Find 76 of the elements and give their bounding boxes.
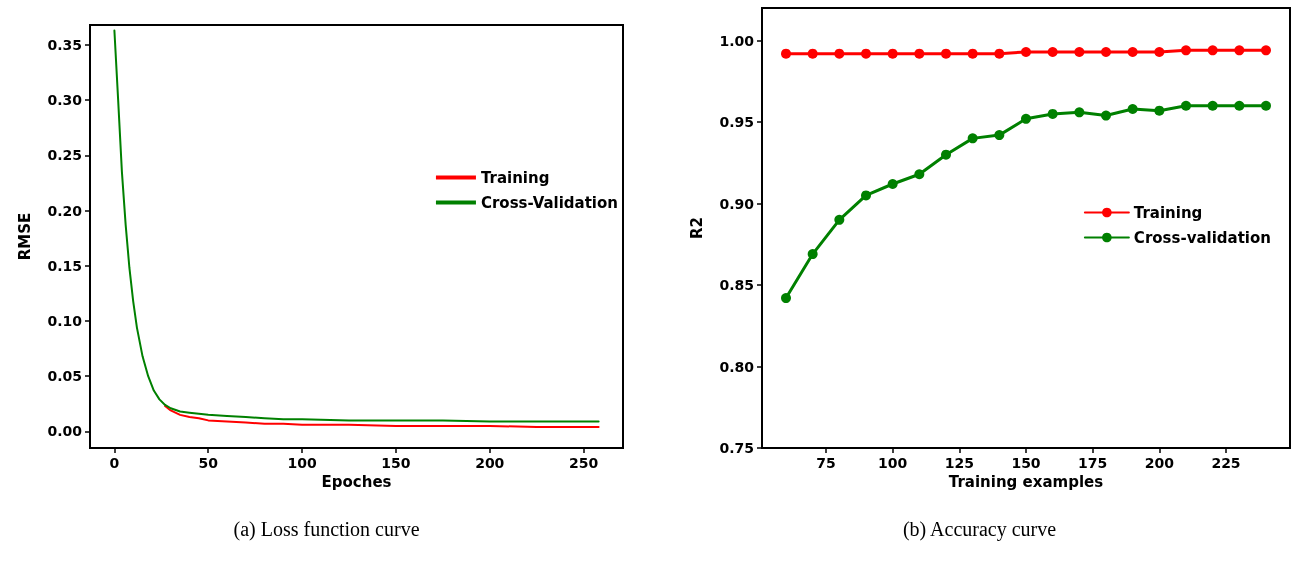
point <box>1101 110 1111 121</box>
x-axis-title: Epoches <box>321 473 392 492</box>
point <box>887 179 898 189</box>
line-series <box>164 405 600 429</box>
x-tick-label: 75 <box>816 455 836 471</box>
point <box>941 48 951 59</box>
y-tick-label: 0.95 <box>719 114 754 131</box>
point <box>967 48 978 59</box>
point <box>1181 100 1191 111</box>
point <box>1101 47 1111 57</box>
y-tick-label: 0.05 <box>47 368 82 385</box>
y-tick-label: 1.00 <box>719 32 755 49</box>
y-tick-label: 0.15 <box>47 257 82 274</box>
y-tick-label: 0.30 <box>47 92 83 109</box>
point <box>1074 47 1085 57</box>
point <box>807 48 818 59</box>
x-tick-label: 200 <box>475 455 505 471</box>
x-tick-label: 200 <box>1144 455 1175 471</box>
x-tick-label: 150 <box>381 455 411 471</box>
point <box>807 249 818 260</box>
text: (b) Accuracy curve <box>902 518 1057 541</box>
point <box>1154 105 1165 116</box>
point <box>967 133 978 144</box>
y-tick-label: 0.10 <box>47 312 83 329</box>
point <box>834 214 845 225</box>
point <box>861 48 871 59</box>
x-axis-title: Training examples <box>948 473 1104 492</box>
y-tick-label: 0.75 <box>719 440 754 456</box>
x-tick-label: 0 <box>109 455 120 471</box>
point <box>887 48 898 59</box>
y-tick-label: 0.25 <box>47 147 82 164</box>
legend-label: Training <box>480 168 550 187</box>
point <box>1234 100 1245 111</box>
x-tick-label: 150 <box>1011 455 1041 471</box>
point <box>914 48 925 59</box>
x-tick-label: 175 <box>1078 455 1108 471</box>
point <box>1047 47 1058 57</box>
point <box>994 48 1005 59</box>
point <box>1021 47 1031 57</box>
point <box>1261 100 1271 111</box>
x-tick-label: 100 <box>287 455 317 471</box>
point <box>1021 113 1031 124</box>
point <box>1234 45 1245 56</box>
x-tick-label: 100 <box>878 455 908 471</box>
point <box>1261 45 1271 56</box>
text: (a) Loss function curve <box>233 518 420 541</box>
point <box>834 48 845 59</box>
y-tick-label: 0.90 <box>719 195 755 212</box>
point <box>1181 45 1191 56</box>
y-tick-label: 0.80 <box>719 358 755 375</box>
point <box>1127 47 1138 57</box>
point <box>914 169 925 180</box>
legend-label: Cross-validation <box>1133 228 1272 247</box>
y-tick-label: 0.00 <box>47 423 83 440</box>
y-tick-label: 0.85 <box>719 277 754 294</box>
x-tick-label: 225 <box>1211 455 1241 471</box>
x-tick-label: 50 <box>198 455 219 471</box>
point <box>781 48 791 59</box>
point <box>1207 45 1218 56</box>
legend-label: Cross-Validation <box>480 193 619 212</box>
y-axis-title: R2 <box>687 217 706 239</box>
point <box>1127 104 1138 115</box>
y-tick-label: 0.35 <box>47 36 82 53</box>
point <box>1074 107 1085 118</box>
point <box>1154 47 1165 57</box>
point <box>1047 108 1058 119</box>
x-tick-label: 125 <box>944 455 974 471</box>
point <box>941 149 951 160</box>
point <box>994 130 1005 141</box>
point <box>1207 100 1218 111</box>
legend-label: Training <box>1133 203 1203 222</box>
point <box>861 190 871 201</box>
point <box>781 293 791 304</box>
y-tick-label: 0.20 <box>47 202 83 219</box>
x-tick-label: 250 <box>568 455 599 471</box>
y-axis-title: RMSE <box>15 212 34 261</box>
